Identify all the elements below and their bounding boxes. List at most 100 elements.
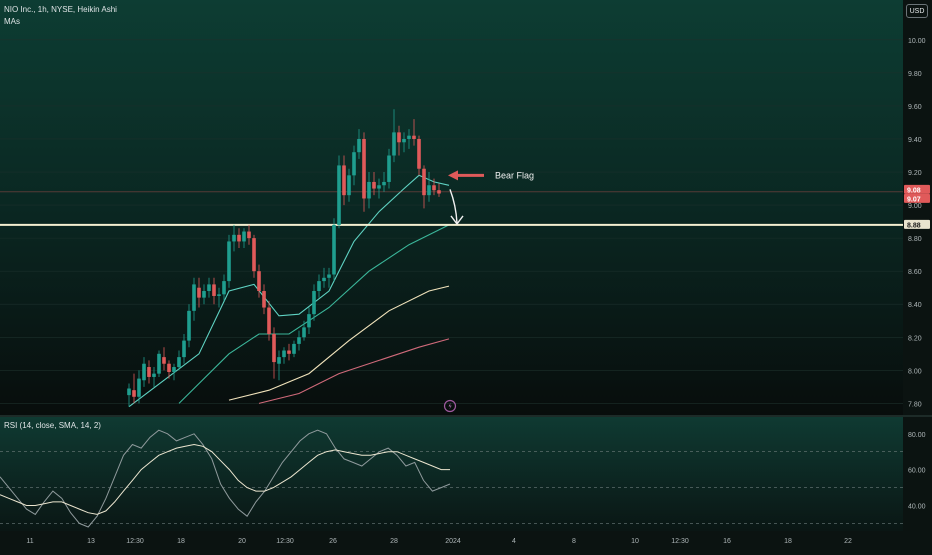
candle-body[interactable] <box>267 307 271 334</box>
candle-body[interactable] <box>177 357 181 368</box>
time-tick-label: 18 <box>177 538 185 545</box>
candle-body[interactable] <box>397 132 401 143</box>
candle-body[interactable] <box>142 363 146 381</box>
candle-body[interactable] <box>212 284 216 296</box>
candle-body[interactable] <box>287 350 291 354</box>
time-tick-label: 22 <box>844 538 852 545</box>
candle-body[interactable] <box>202 291 206 298</box>
candle-body[interactable] <box>377 185 381 189</box>
annotation-arrow <box>448 170 484 181</box>
candle-body[interactable] <box>197 287 201 298</box>
candle-body[interactable] <box>347 175 351 196</box>
time-tick-label: 13 <box>87 538 95 545</box>
price-tick-label: 10.00 <box>908 38 926 45</box>
candle-body[interactable] <box>307 314 311 328</box>
candle-body[interactable] <box>217 294 221 296</box>
price-tag-label: 9.07 <box>907 196 921 203</box>
candle-body[interactable] <box>382 181 386 186</box>
candle-body[interactable] <box>257 271 261 292</box>
candle-body[interactable] <box>172 367 176 372</box>
candle-body[interactable] <box>147 367 151 377</box>
candle-body[interactable] <box>352 152 356 176</box>
time-tick-label: 18 <box>784 538 792 545</box>
currency-button[interactable]: USD <box>906 4 928 18</box>
time-tick-label: 28 <box>390 538 398 545</box>
candle-body[interactable] <box>417 138 421 169</box>
price-tick-label: 8.60 <box>908 269 922 276</box>
candle-body[interactable] <box>227 241 231 282</box>
candle-body[interactable] <box>127 388 131 396</box>
candle-body[interactable] <box>277 357 281 364</box>
rsi-tick-label: 40.00 <box>908 503 926 510</box>
candle-body[interactable] <box>302 327 306 338</box>
candle-body[interactable] <box>167 363 171 372</box>
candle-body[interactable] <box>387 155 391 182</box>
rsi-series-line[interactable] <box>0 429 451 528</box>
candle-body[interactable] <box>392 132 396 156</box>
candle-body[interactable] <box>262 291 266 308</box>
indicator-label[interactable]: MAs <box>4 17 20 26</box>
candle-body[interactable] <box>297 337 301 344</box>
candle-body[interactable] <box>327 274 331 278</box>
candle-body[interactable] <box>412 135 416 139</box>
candle-body[interactable] <box>207 284 211 292</box>
projection-arrow-head <box>450 215 464 226</box>
candle-body[interactable] <box>367 181 371 199</box>
candle-body[interactable] <box>137 378 141 397</box>
candle-body[interactable] <box>132 390 136 397</box>
candle-body[interactable] <box>152 373 156 377</box>
candle-body[interactable] <box>237 234 241 242</box>
candle-body[interactable] <box>362 138 366 199</box>
rsi-series-line[interactable] <box>0 443 450 515</box>
price-tag <box>904 193 930 203</box>
candle-body[interactable] <box>252 238 256 272</box>
candle-body[interactable] <box>222 281 226 295</box>
candle-body[interactable] <box>157 353 161 374</box>
candle-body[interactable] <box>342 165 346 196</box>
rsi-pane-background <box>0 417 903 531</box>
symbol-title[interactable]: NIO Inc., 1h, NYSE, Heikin Ashi <box>4 5 117 14</box>
time-tick-label: 8 <box>572 538 576 545</box>
candle-body[interactable] <box>422 168 426 196</box>
candle-body[interactable] <box>402 138 406 143</box>
time-tick-label: 12:30 <box>276 538 294 545</box>
candle-body[interactable] <box>282 350 286 358</box>
candle-body[interactable] <box>272 333 276 363</box>
candle-body[interactable] <box>247 231 251 239</box>
candle-body[interactable] <box>192 284 196 311</box>
candle-body[interactable] <box>357 138 361 153</box>
main-pane-background <box>0 0 903 415</box>
candle-body[interactable] <box>432 185 436 191</box>
time-tick-label: 4 <box>512 538 516 545</box>
alert-icon[interactable] <box>443 399 457 413</box>
price-axis-background <box>903 0 932 550</box>
candle-body[interactable] <box>322 277 326 282</box>
candle-body[interactable] <box>232 234 236 242</box>
candle-body[interactable] <box>372 181 376 189</box>
candle-body[interactable] <box>242 231 246 242</box>
moving-average-line[interactable] <box>228 285 450 401</box>
candle-body[interactable] <box>312 291 316 315</box>
candle-body[interactable] <box>407 135 411 139</box>
candle-body[interactable] <box>292 343 296 354</box>
candle-body[interactable] <box>317 281 321 292</box>
moving-average-line[interactable] <box>258 338 450 404</box>
price-tick-label: 8.20 <box>908 335 922 342</box>
candle-body[interactable] <box>162 357 166 364</box>
candle-body[interactable] <box>182 340 186 358</box>
price-tick-label: 9.00 <box>908 203 922 210</box>
candle-body[interactable] <box>437 190 441 194</box>
price-tick-label: 8.00 <box>908 368 922 375</box>
time-tick-label: 10 <box>631 538 639 545</box>
time-tick-label: 2024 <box>445 538 461 545</box>
time-tick-label: 26 <box>329 538 337 545</box>
price-tick-label: 8.80 <box>908 236 922 243</box>
candle-body[interactable] <box>187 310 191 341</box>
candle-body[interactable] <box>337 165 341 225</box>
rsi-indicator-label[interactable]: RSI (14, close, SMA, 14, 2) <box>4 421 101 430</box>
price-tick-label: 9.60 <box>908 104 922 111</box>
candle-body[interactable] <box>427 185 431 196</box>
candle-body[interactable] <box>332 224 336 275</box>
